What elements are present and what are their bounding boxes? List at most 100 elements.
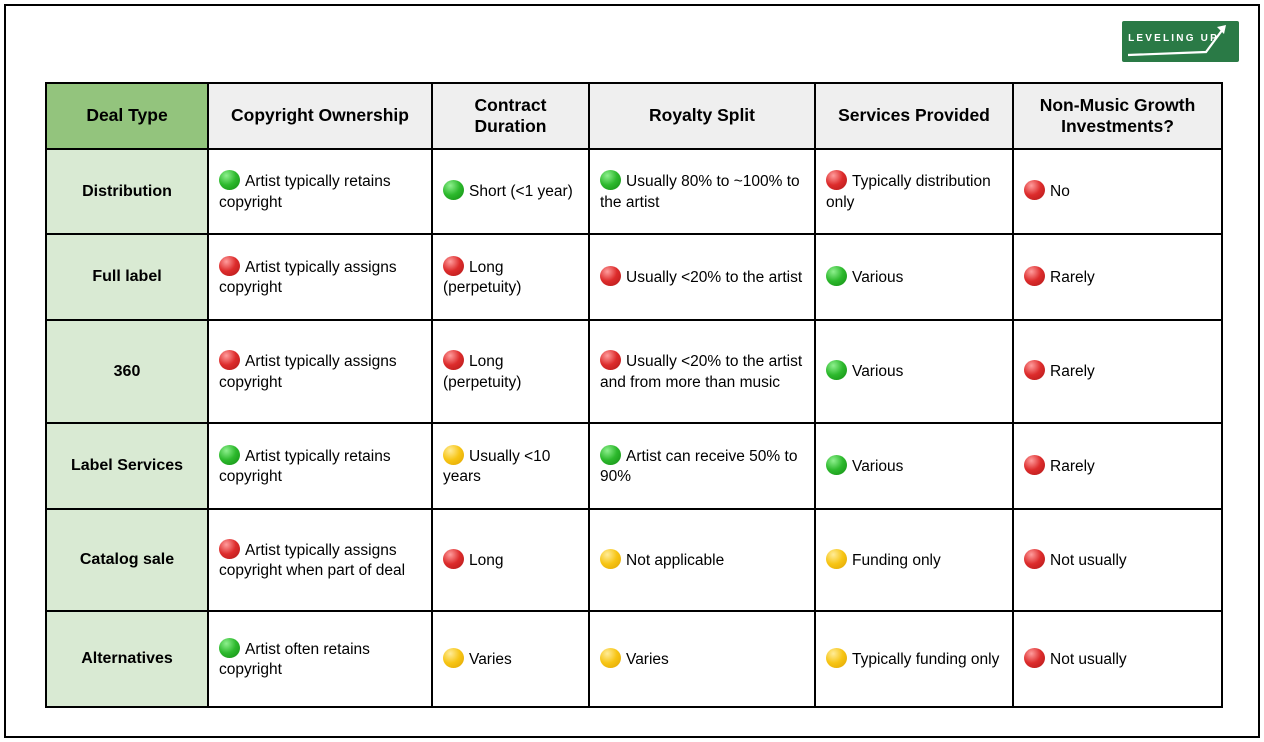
- table-cell: Artist typically assigns copyright: [207, 233, 433, 321]
- header-row: Deal Type Copyright Ownership Contract D…: [45, 82, 1223, 150]
- cell-text: Typically funding only: [852, 650, 1000, 668]
- table-cell: Various: [814, 233, 1014, 321]
- table-cell: Short (<1 year): [431, 148, 590, 235]
- cell-text: Various: [852, 457, 904, 475]
- cell-text: Varies: [469, 650, 512, 668]
- cell-text: Not usually: [1050, 650, 1127, 668]
- cell-text: Typically distribution only: [826, 173, 991, 211]
- table-row-360: 360 Artist typically assigns copyright L…: [45, 319, 1223, 424]
- cell-text: Rarely: [1050, 268, 1095, 286]
- table-cell: Varies: [588, 610, 816, 708]
- table-cell: Various: [814, 319, 1014, 424]
- table-cell: Artist typically assigns copyright when …: [207, 508, 433, 612]
- status-dot-icon: [219, 637, 240, 658]
- cell-text: Artist typically assigns copyright when …: [219, 541, 406, 579]
- table-row-full-label: Full label Artist typically assigns copy…: [45, 233, 1223, 321]
- cell-text: Artist typically retains copyright: [219, 173, 391, 211]
- row-label: Alternatives: [45, 610, 209, 708]
- status-dot-icon: [600, 444, 621, 465]
- row-label: Full label: [45, 233, 209, 321]
- row-label: Distribution: [45, 148, 209, 235]
- table-cell: Artist typically retains copyright: [207, 422, 433, 510]
- table-cell: Usually 80% to ~100% to the artist: [588, 148, 816, 235]
- status-dot-icon: [1024, 548, 1045, 569]
- table-cell: Typically funding only: [814, 610, 1014, 708]
- status-dot-icon: [219, 255, 240, 276]
- status-dot-icon: [219, 538, 240, 559]
- cell-text: Various: [852, 363, 904, 381]
- status-dot-icon: [826, 360, 847, 381]
- status-dot-icon: [1024, 360, 1045, 381]
- table-row-label-services: Label Services Artist typically retains …: [45, 422, 1223, 510]
- status-dot-icon: [1024, 647, 1045, 668]
- table-row-catalog-sale: Catalog sale Artist typically assigns co…: [45, 508, 1223, 612]
- table-row-distribution: Distribution Artist typically retains co…: [45, 148, 1223, 235]
- column-header-deal-type: Deal Type: [45, 82, 209, 150]
- cell-text: Rarely: [1050, 457, 1095, 475]
- status-dot-icon: [443, 647, 464, 668]
- cell-text: Short (<1 year): [469, 183, 573, 201]
- row-label: Label Services: [45, 422, 209, 510]
- status-dot-icon: [826, 454, 847, 475]
- table-cell: Artist typically retains copyright: [207, 148, 433, 235]
- table-cell: Artist typically assigns copyright: [207, 319, 433, 424]
- table-cell: Usually <10 years: [431, 422, 590, 510]
- cell-text: Various: [852, 268, 904, 286]
- column-header-services-provided: Services Provided: [814, 82, 1014, 150]
- status-dot-icon: [826, 647, 847, 668]
- cell-text: Artist can receive 50% to 90%: [600, 447, 798, 485]
- growth-arrow-icon: [1127, 25, 1226, 57]
- row-label: Catalog sale: [45, 508, 209, 612]
- row-label: 360: [45, 319, 209, 424]
- table-cell: No: [1012, 148, 1223, 235]
- table-cell: Long: [431, 508, 590, 612]
- cell-text: Usually <20% to the artist and from more…: [600, 353, 803, 391]
- cell-text: Usually <20% to the artist: [626, 268, 803, 286]
- table-cell: Funding only: [814, 508, 1014, 612]
- status-dot-icon: [600, 350, 621, 371]
- cell-text: Usually <10 years: [443, 447, 551, 485]
- status-dot-icon: [219, 170, 240, 191]
- cell-text: Artist often retains copyright: [219, 640, 370, 678]
- table-cell: Varies: [431, 610, 590, 708]
- table-cell: Rarely: [1012, 233, 1223, 321]
- status-dot-icon: [600, 265, 621, 286]
- status-dot-icon: [443, 548, 464, 569]
- status-dot-icon: [1024, 454, 1045, 475]
- status-dot-icon: [219, 350, 240, 371]
- status-dot-icon: [443, 255, 464, 276]
- column-header-royalty-split: Royalty Split: [588, 82, 816, 150]
- table-cell: Artist can receive 50% to 90%: [588, 422, 816, 510]
- cell-text: Funding only: [852, 551, 941, 569]
- column-header-non-music-growth: Non-Music Growth Investments?: [1012, 82, 1223, 150]
- status-dot-icon: [443, 350, 464, 371]
- table-cell: Rarely: [1012, 422, 1223, 510]
- deal-comparison-table: Deal Type Copyright Ownership Contract D…: [45, 82, 1223, 708]
- table-cell: Not usually: [1012, 610, 1223, 708]
- logo-text: LEVELING UP: [1128, 33, 1219, 44]
- leveling-up-logo: LEVELING UP: [1122, 21, 1239, 62]
- cell-text: No: [1050, 183, 1070, 201]
- table-row-alternatives: Alternatives Artist often retains copyri…: [45, 610, 1223, 708]
- status-dot-icon: [1024, 180, 1045, 201]
- status-dot-icon: [826, 170, 847, 191]
- table-cell: Long (perpetuity): [431, 319, 590, 424]
- cell-text: Artist typically retains copyright: [219, 447, 391, 485]
- status-dot-icon: [1024, 265, 1045, 286]
- cell-text: Artist typically assigns copyright: [219, 353, 397, 391]
- status-dot-icon: [600, 548, 621, 569]
- status-dot-icon: [600, 170, 621, 191]
- table-cell: Not usually: [1012, 508, 1223, 612]
- cell-text: Long (perpetuity): [443, 353, 522, 391]
- status-dot-icon: [443, 444, 464, 465]
- cell-text: Long (perpetuity): [443, 258, 522, 296]
- cell-text: Rarely: [1050, 363, 1095, 381]
- table-cell: Typically distribution only: [814, 148, 1014, 235]
- table-cell: Usually <20% to the artist: [588, 233, 816, 321]
- table-cell: Rarely: [1012, 319, 1223, 424]
- status-dot-icon: [826, 548, 847, 569]
- table-cell: Long (perpetuity): [431, 233, 590, 321]
- cell-text: Artist typically assigns copyright: [219, 258, 397, 296]
- status-dot-icon: [443, 180, 464, 201]
- status-dot-icon: [600, 647, 621, 668]
